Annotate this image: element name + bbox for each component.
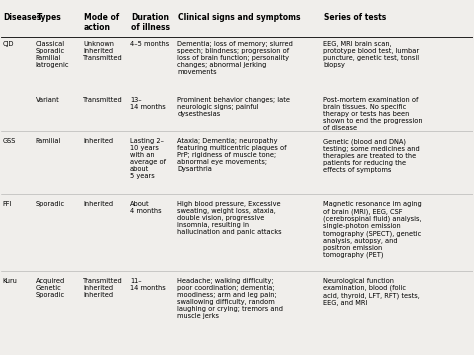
Text: Series of tests: Series of tests <box>324 13 386 22</box>
Text: Variant: Variant <box>36 97 60 103</box>
Text: Familial: Familial <box>36 138 61 144</box>
Text: Classical
Sporadic
Familial
Iatrogenic: Classical Sporadic Familial Iatrogenic <box>36 41 69 68</box>
Text: Mode of
action: Mode of action <box>84 13 119 32</box>
Text: Diseases: Diseases <box>4 13 42 22</box>
Text: 11–
14 months: 11– 14 months <box>130 278 166 291</box>
Text: Unknown
Inherited
Transmitted: Unknown Inherited Transmitted <box>83 41 123 61</box>
Text: Prominent behavior changes; late
neurologic signs; painful
dysesthesias: Prominent behavior changes; late neurolo… <box>177 97 290 117</box>
Text: Headache; walking difficulty;
poor coordination; dementia;
moodiness; arm and le: Headache; walking difficulty; poor coord… <box>177 278 283 319</box>
Text: About
4 months: About 4 months <box>130 201 162 214</box>
Text: Transmitted: Transmitted <box>83 97 123 103</box>
Text: FFI: FFI <box>3 201 12 207</box>
Text: Acquired
Genetic
Sporadic: Acquired Genetic Sporadic <box>36 278 65 298</box>
Text: Neurological function
examination, blood (folic
acid, thyroid, LFT, RFT) tests,
: Neurological function examination, blood… <box>323 278 420 306</box>
Text: Kuru: Kuru <box>3 278 18 284</box>
Text: Genetic (blood and DNA)
testing; some medicines and
therapies are treated to the: Genetic (blood and DNA) testing; some me… <box>323 138 420 173</box>
Text: 13–
14 months: 13– 14 months <box>130 97 166 110</box>
Text: Ataxia; Dementia; neuropathy
featuring multicentric plaques of
PrP; rigidness of: Ataxia; Dementia; neuropathy featuring m… <box>177 138 287 173</box>
Text: Sporadic: Sporadic <box>36 201 65 207</box>
Text: Dementia; loss of memory; slurred
speech; blindness; progression of
loss of brai: Dementia; loss of memory; slurred speech… <box>177 41 293 75</box>
Text: Clinical signs and symptoms: Clinical signs and symptoms <box>178 13 301 22</box>
Text: Post-mortem examination of
brain tissues. No specific
therapy or tests has been
: Post-mortem examination of brain tissues… <box>323 97 423 131</box>
Text: CJD: CJD <box>3 41 14 47</box>
Text: GSS: GSS <box>3 138 16 144</box>
Text: Duration
of illness: Duration of illness <box>131 13 170 32</box>
Text: Types: Types <box>36 13 62 22</box>
Text: Inherited: Inherited <box>83 138 113 144</box>
Text: Inherited: Inherited <box>83 201 113 207</box>
Text: Lasting 2–
10 years
with an
average of
about
5 years: Lasting 2– 10 years with an average of a… <box>130 138 166 179</box>
Text: 4–5 months: 4–5 months <box>130 41 169 47</box>
Text: EEG, MRI brain scan,
prototype blood test, lumbar
puncture, genetic test, tonsil: EEG, MRI brain scan, prototype blood tes… <box>323 41 419 68</box>
Text: High blood pressure, Excessive
sweating, weight loss, ataxia,
double vision, pro: High blood pressure, Excessive sweating,… <box>177 201 282 235</box>
Text: Magnetic resonance im aging
of brain (MRI), EEG, CSF
(cerebrospinal fluid) analy: Magnetic resonance im aging of brain (MR… <box>323 201 422 258</box>
Text: Transmitted
Inherited
Inherited: Transmitted Inherited Inherited <box>83 278 123 298</box>
